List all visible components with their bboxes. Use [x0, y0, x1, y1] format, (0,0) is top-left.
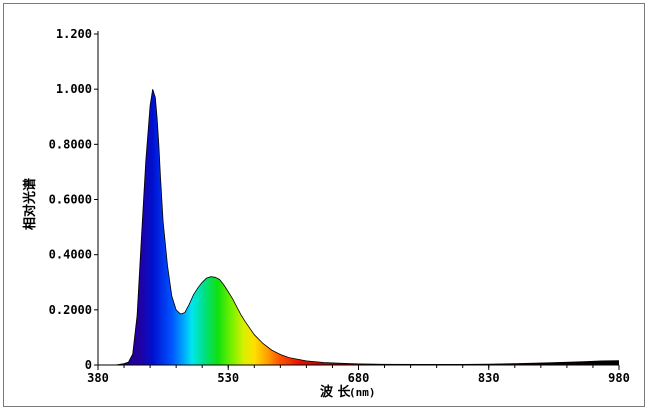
- x-axis-title: 波 长: [320, 384, 352, 400]
- spectrum-outline-0: [98, 89, 620, 366]
- x-tick-label-1: 530: [217, 371, 239, 385]
- x-tick-label-4: 980: [608, 371, 630, 385]
- y-tick-label-4: 0.8000: [49, 137, 92, 151]
- x-tick-label-2: 680: [348, 371, 370, 385]
- spectrum-area-0: [98, 89, 619, 365]
- x-tick-label-0: 380: [87, 371, 109, 385]
- y-tick-label-3: 0.6000: [49, 193, 92, 207]
- y-tick-label-0: 0: [85, 358, 92, 372]
- y-tick-label-2: 0.4000: [49, 248, 92, 262]
- y-tick-label-1: 0.2000: [49, 303, 92, 317]
- y-tick-label-5: 1.000: [56, 82, 92, 96]
- x-tick-label-3: 830: [478, 371, 500, 385]
- x-axis-unit: (nm): [349, 386, 376, 399]
- y-axis-title: 相对光谱: [22, 178, 38, 230]
- spectrum-chart: 0 0.2000 0.4000 0.6000 0.8000 1.000 1.200 380 53…: [22, 27, 630, 400]
- chart-frame: 0 0.2000 0.4000 0.6000 0.8000 1.000 1.200 380 53…: [3, 3, 645, 407]
- y-tick-label-6: 1.200: [56, 27, 92, 41]
